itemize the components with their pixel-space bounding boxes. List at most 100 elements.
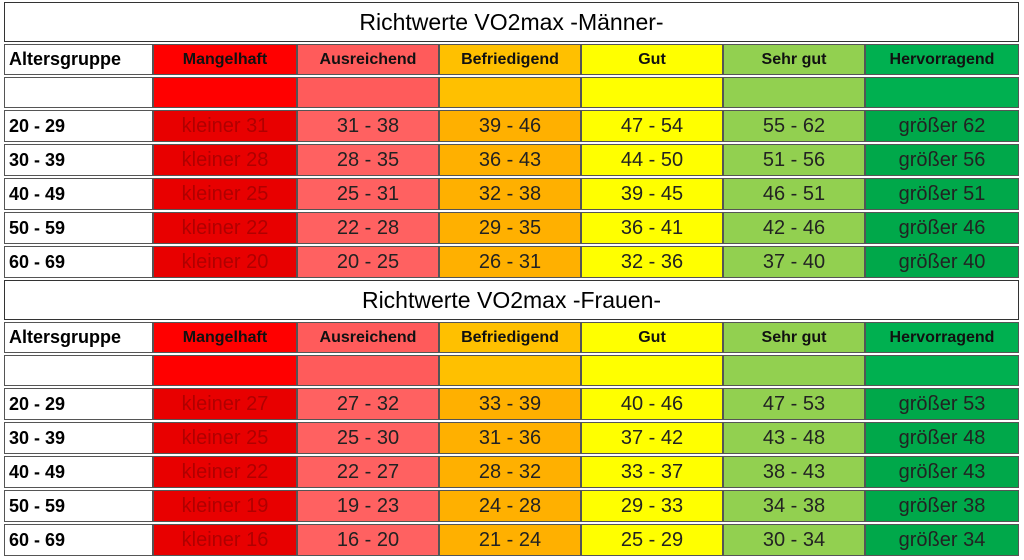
value-cell: 19 - 23 (297, 490, 439, 522)
value-cell: 30 - 34 (723, 524, 865, 556)
column-header: Befriedigend (439, 322, 581, 353)
value-cell: 46 - 51 (723, 178, 865, 210)
value-cell: 44 - 50 (581, 144, 723, 176)
value-cell: 39 - 46 (439, 110, 581, 142)
value-cell: 27 - 32 (297, 388, 439, 420)
empty-cell (4, 355, 153, 386)
value-cell: 33 - 39 (439, 388, 581, 420)
age-group: 20 - 29 (4, 110, 153, 142)
age-group: 60 - 69 (4, 246, 153, 278)
empty-cell (865, 77, 1019, 108)
value-cell: 37 - 42 (581, 422, 723, 454)
empty-cell (865, 355, 1019, 386)
age-group: 50 - 59 (4, 212, 153, 244)
age-group: 60 - 69 (4, 524, 153, 556)
value-cell: 28 - 35 (297, 144, 439, 176)
value-cell: 21 - 24 (439, 524, 581, 556)
empty-cell (581, 355, 723, 386)
value-cell: kleiner 27 (153, 388, 297, 420)
section-title: Richtwerte VO2max -Männer- (4, 2, 1019, 42)
value-cell: 26 - 31 (439, 246, 581, 278)
value-cell: 22 - 28 (297, 212, 439, 244)
value-cell: 40 - 46 (581, 388, 723, 420)
age-group: 40 - 49 (4, 456, 153, 488)
value-cell: 47 - 53 (723, 388, 865, 420)
value-cell: größer 38 (865, 490, 1019, 522)
value-cell: 32 - 38 (439, 178, 581, 210)
column-header: Ausreichend (297, 44, 439, 75)
value-cell: 25 - 31 (297, 178, 439, 210)
value-cell: größer 48 (865, 422, 1019, 454)
empty-cell (153, 355, 297, 386)
value-cell: kleiner 28 (153, 144, 297, 176)
value-cell: kleiner 25 (153, 178, 297, 210)
value-cell: 38 - 43 (723, 456, 865, 488)
value-cell: 51 - 56 (723, 144, 865, 176)
value-cell: 28 - 32 (439, 456, 581, 488)
column-header: Sehr gut (723, 322, 865, 353)
value-cell: 47 - 54 (581, 110, 723, 142)
value-cell: 31 - 38 (297, 110, 439, 142)
empty-cell (723, 355, 865, 386)
column-header: Mangelhaft (153, 44, 297, 75)
column-header: Gut (581, 44, 723, 75)
value-cell: kleiner 22 (153, 456, 297, 488)
value-cell: kleiner 25 (153, 422, 297, 454)
age-group: 50 - 59 (4, 490, 153, 522)
value-cell: größer 34 (865, 524, 1019, 556)
column-header: Befriedigend (439, 44, 581, 75)
value-cell: kleiner 22 (153, 212, 297, 244)
value-cell: 31 - 36 (439, 422, 581, 454)
empty-cell (4, 77, 153, 108)
empty-cell (723, 77, 865, 108)
empty-cell (581, 77, 723, 108)
column-header: Ausreichend (297, 322, 439, 353)
column-header: Sehr gut (723, 44, 865, 75)
value-cell: 36 - 43 (439, 144, 581, 176)
column-header: Gut (581, 322, 723, 353)
value-cell: 36 - 41 (581, 212, 723, 244)
value-cell: 20 - 25 (297, 246, 439, 278)
value-cell: 39 - 45 (581, 178, 723, 210)
value-cell: 55 - 62 (723, 110, 865, 142)
value-cell: 24 - 28 (439, 490, 581, 522)
value-cell: 33 - 37 (581, 456, 723, 488)
value-cell: größer 51 (865, 178, 1019, 210)
value-cell: kleiner 20 (153, 246, 297, 278)
value-cell: 42 - 46 (723, 212, 865, 244)
age-group: 40 - 49 (4, 178, 153, 210)
value-cell: größer 56 (865, 144, 1019, 176)
value-cell: größer 46 (865, 212, 1019, 244)
value-cell: kleiner 19 (153, 490, 297, 522)
value-cell: 25 - 29 (581, 524, 723, 556)
section-title: Richtwerte VO2max -Frauen- (4, 280, 1019, 320)
empty-cell (297, 77, 439, 108)
value-cell: größer 62 (865, 110, 1019, 142)
value-cell: kleiner 31 (153, 110, 297, 142)
column-header: Hervorragend (865, 44, 1019, 75)
value-cell: 43 - 48 (723, 422, 865, 454)
value-cell: 32 - 36 (581, 246, 723, 278)
empty-cell (439, 355, 581, 386)
column-header: Altersgruppe (4, 44, 153, 75)
value-cell: 25 - 30 (297, 422, 439, 454)
value-cell: größer 43 (865, 456, 1019, 488)
value-cell: 34 - 38 (723, 490, 865, 522)
empty-cell (153, 77, 297, 108)
value-cell: 37 - 40 (723, 246, 865, 278)
empty-cell (439, 77, 581, 108)
value-cell: größer 53 (865, 388, 1019, 420)
value-cell: 29 - 33 (581, 490, 723, 522)
age-group: 30 - 39 (4, 144, 153, 176)
value-cell: 29 - 35 (439, 212, 581, 244)
column-header: Hervorragend (865, 322, 1019, 353)
value-cell: größer 40 (865, 246, 1019, 278)
column-header: Altersgruppe (4, 322, 153, 353)
age-group: 20 - 29 (4, 388, 153, 420)
value-cell: 16 - 20 (297, 524, 439, 556)
empty-cell (297, 355, 439, 386)
value-cell: 22 - 27 (297, 456, 439, 488)
value-cell: kleiner 16 (153, 524, 297, 556)
age-group: 30 - 39 (4, 422, 153, 454)
